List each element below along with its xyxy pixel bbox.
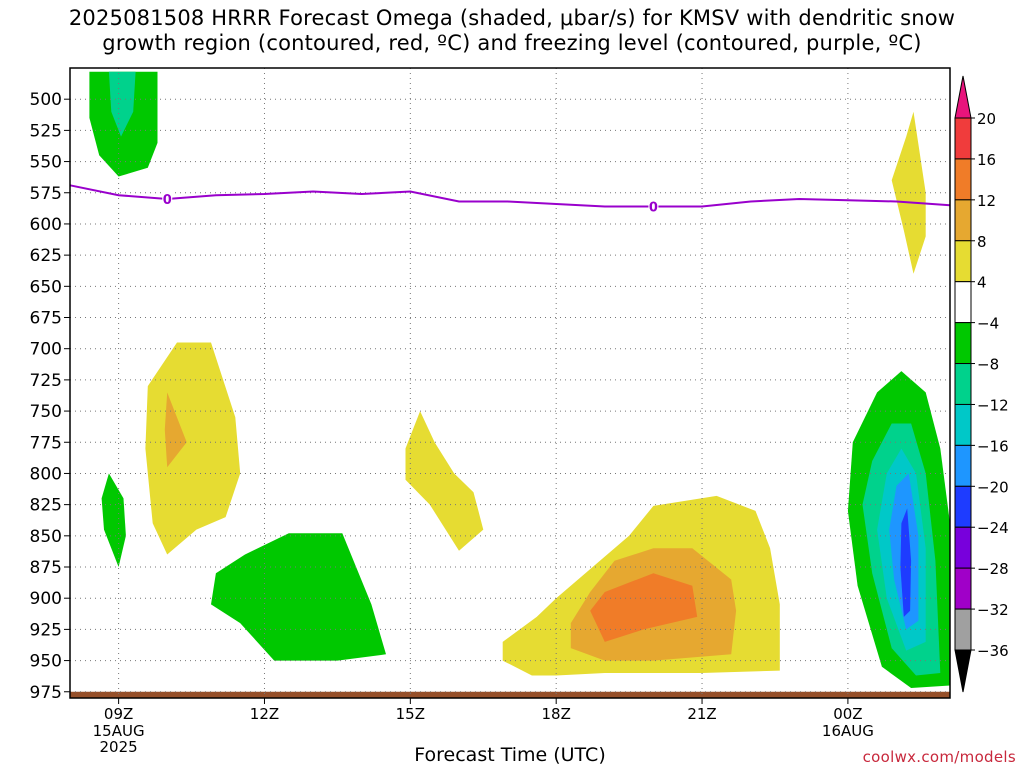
colorbar-box-12 — [954, 567, 972, 610]
ytick-label-875: 875 — [30, 558, 62, 578]
xtick-label-12Z: 12Z — [250, 705, 279, 723]
colorbar-box-11 — [954, 526, 972, 569]
ytick-label-700: 700 — [30, 340, 62, 360]
ytick-label-725: 725 — [30, 371, 62, 391]
title-line-1: 2025081508 HRRR Forecast Omega (shaded, … — [68, 6, 956, 30]
colorbar: 20 16 12 8 4 −4 −8 −12 −16 −20 −24 −28 −32 −36 — [954, 75, 1009, 693]
ytick-label-525: 525 — [30, 121, 62, 141]
ground-rect — [70, 691, 950, 698]
colorbar-label-2: 12 — [977, 192, 996, 210]
colorbar-label-3: 8 — [977, 233, 987, 251]
xtick-label-15Z: 15Z — [396, 705, 425, 723]
xtick-label-18Z: 18Z — [542, 705, 571, 723]
xtick-sublabel-00Z-0: 16AUG — [822, 722, 874, 740]
omega-region-5 — [211, 533, 386, 661]
site-credit: coolwx.com/models — [862, 748, 1016, 766]
freezing-level-label-1: 0 — [649, 200, 658, 215]
plot-border — [69, 67, 951, 699]
colorbar-label-8: −16 — [977, 437, 1009, 455]
pressure-axis: 500 525 550 575 600 625 650 675 700 725 750 775 800 8… — [30, 90, 70, 703]
grid-lines — [70, 68, 950, 698]
colorbar-box-10 — [954, 485, 972, 528]
colorbar-box-2 — [954, 158, 972, 201]
colorbar-box-8 — [954, 403, 972, 446]
ytick-label-750: 750 — [30, 402, 62, 422]
chart-title: 2025081508 HRRR Forecast Omega (shaded, … — [0, 6, 1024, 56]
ytick-label-975: 975 — [30, 683, 62, 703]
omega-region-15 — [900, 508, 912, 617]
xtick-sublabel-09Z-1: 2025 — [100, 738, 138, 756]
omega-region-6 — [405, 411, 484, 551]
colorbar-label-1: 16 — [977, 151, 996, 169]
ytick-label-825: 825 — [30, 496, 62, 516]
ytick-label-575: 575 — [30, 184, 62, 204]
freezing-label-bg-0 — [162, 191, 173, 206]
omega-region-10 — [891, 111, 926, 274]
colorbar-label-4: 4 — [977, 274, 987, 292]
colorbar-label-12: −32 — [977, 601, 1009, 619]
ytick-label-550: 550 — [30, 153, 62, 173]
freezing-level-label-0: 0 — [163, 193, 172, 208]
colorbar-box-1 — [954, 117, 972, 160]
ytick-label-950: 950 — [30, 652, 62, 672]
colorbar-label-9: −20 — [977, 478, 1009, 496]
xtick-label-21Z: 21Z — [687, 705, 716, 723]
omega-region-1 — [108, 71, 136, 137]
xtick-sublabel-09Z-0: 15AUG — [93, 722, 145, 740]
omega-region-3 — [145, 342, 241, 555]
ytick-label-675: 675 — [30, 309, 62, 329]
omega-region-9 — [590, 573, 698, 642]
colorbar-box-9 — [954, 444, 972, 487]
ground-level-strip — [70, 691, 950, 698]
omega-region-2 — [101, 473, 126, 567]
colorbar-box-5 — [954, 281, 972, 324]
freezing-label-bg-1 — [648, 199, 659, 214]
colorbar-label-11: −28 — [977, 560, 1009, 578]
colorbar-box-3 — [954, 199, 972, 242]
colorbar-box-6 — [954, 322, 972, 365]
ytick-label-850: 850 — [30, 527, 62, 547]
ytick-label-650: 650 — [30, 277, 62, 297]
colorbar-label-0: 20 — [977, 110, 996, 128]
x-axis-label: Forecast Time (UTC) — [414, 744, 606, 766]
plot-frame — [69, 67, 951, 699]
xtick-label-00Z: 00Z — [833, 705, 862, 723]
colorbar-label-7: −12 — [977, 396, 1009, 414]
ytick-label-500: 500 — [30, 90, 62, 110]
colorbar-box-13 — [954, 608, 972, 651]
ytick-label-775: 775 — [30, 433, 62, 453]
ytick-label-600: 600 — [30, 215, 62, 235]
colorbar-label-5: −4 — [977, 315, 999, 333]
ytick-label-800: 800 — [30, 464, 62, 484]
ytick-label-925: 925 — [30, 620, 62, 640]
title-line-2: growth region (contoured, red, ºC) and f… — [102, 31, 922, 55]
colorbar-label-13: −36 — [977, 642, 1009, 660]
colorbar-box-4 — [954, 240, 972, 283]
colorbar-label-10: −24 — [977, 519, 1009, 537]
ytick-label-625: 625 — [30, 246, 62, 266]
colorbar-box-7 — [954, 363, 972, 405]
colorbar-bottom-arrow — [954, 649, 972, 693]
freezing-level-line — [69, 184, 951, 208]
xtick-label-09Z: 09Z — [104, 705, 133, 723]
omega-shading — [89, 71, 950, 688]
colorbar-label-6: −8 — [977, 356, 999, 374]
colorbar-top-arrow — [954, 75, 972, 119]
ytick-label-900: 900 — [30, 589, 62, 609]
